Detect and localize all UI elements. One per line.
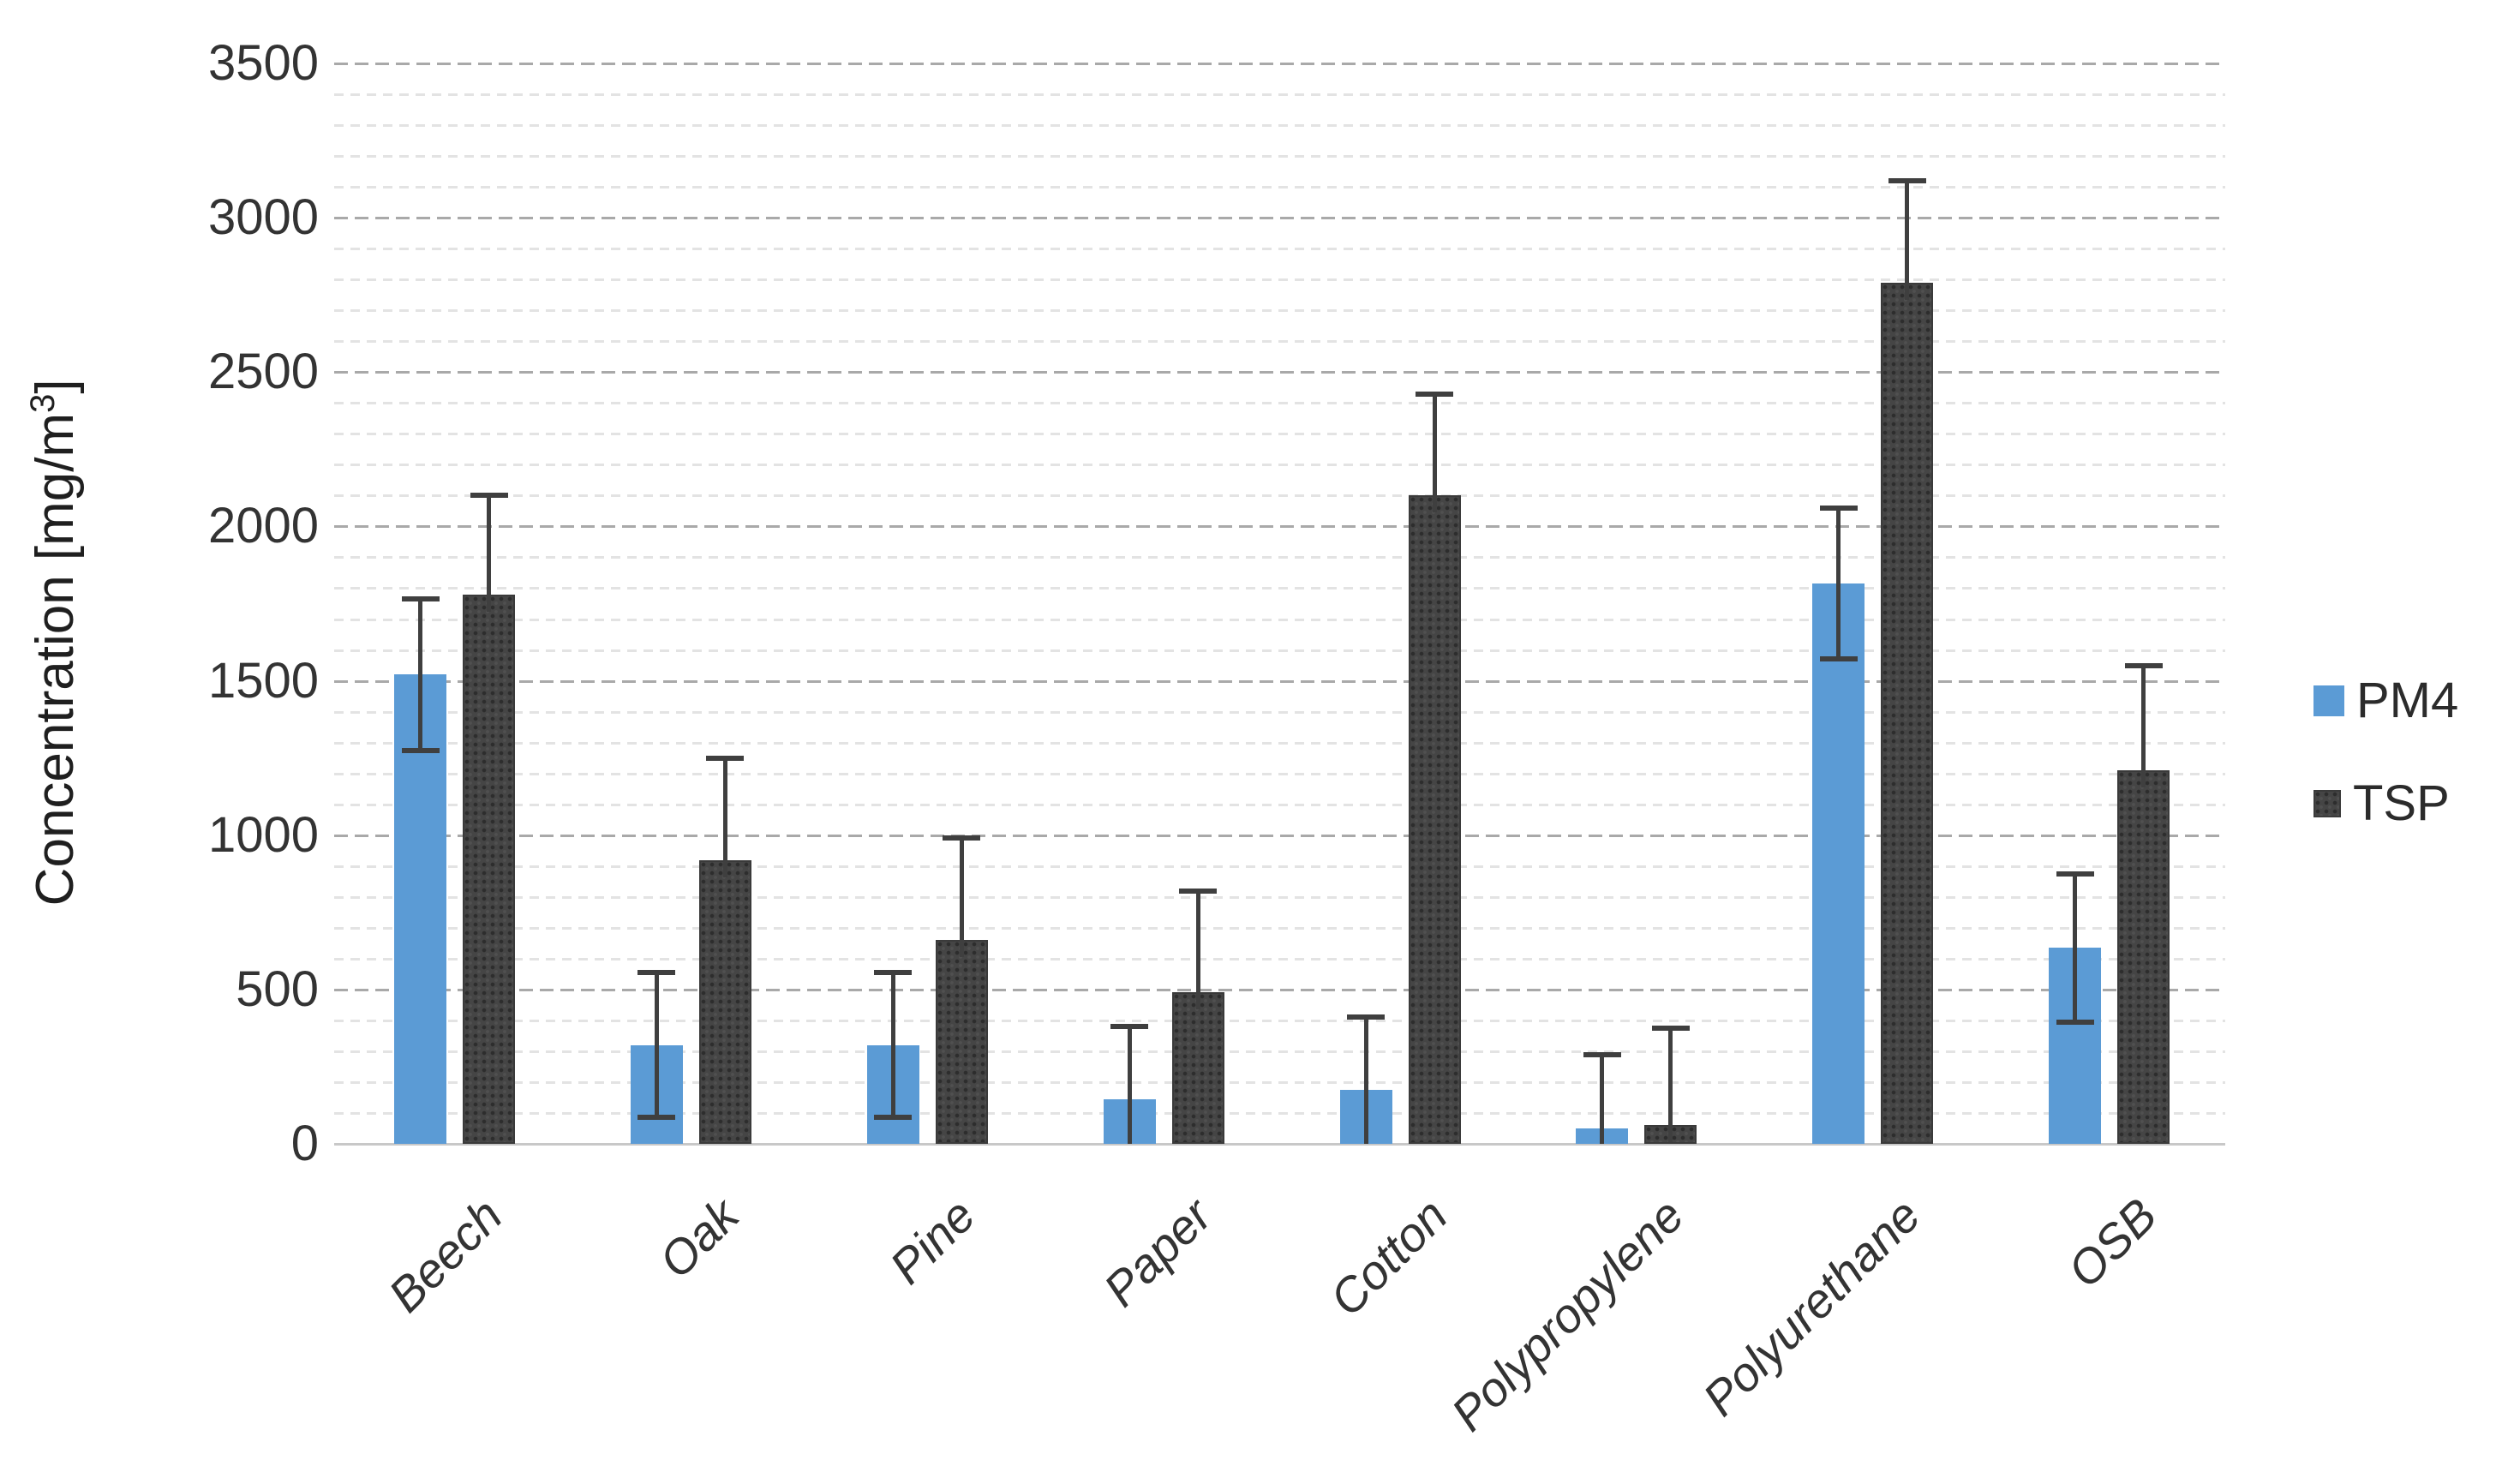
minor-gridline	[334, 895, 2225, 899]
bar-tsp-polyurethane	[1881, 282, 1934, 1144]
error-bar-cap-top	[1583, 1051, 1621, 1057]
error-bar-cap-bottom	[2056, 1019, 2094, 1025]
error-bar-line	[722, 757, 727, 877]
error-bar-cap-top	[401, 596, 440, 602]
minor-gridline	[334, 1111, 2225, 1115]
minor-gridline	[334, 494, 2225, 498]
minor-gridline	[334, 402, 2225, 405]
minor-gridline	[334, 1050, 2225, 1053]
legend-entry-tsp: TSP	[2313, 778, 2450, 829]
error-bar-cap-top	[1179, 888, 1218, 894]
error-bar-cap-top	[637, 970, 676, 976]
error-bar-cap-top	[1416, 391, 1453, 397]
major-gridline	[334, 63, 2225, 65]
legend-swatch-pm4	[2313, 685, 2344, 716]
minor-gridline	[334, 340, 2225, 344]
bar-tsp-osb	[2117, 770, 2170, 1144]
error-bar-line	[1363, 1017, 1368, 1144]
minor-gridline	[334, 1019, 2225, 1022]
major-gridline	[334, 371, 2225, 374]
minor-gridline	[334, 464, 2225, 467]
error-bar-line	[1905, 180, 1910, 300]
legend-swatch-tsp	[2313, 790, 2341, 817]
error-bar-line	[487, 495, 491, 612]
minor-gridline	[334, 1080, 2225, 1084]
error-bar-cap-top	[874, 970, 913, 976]
error-bar-cap-top	[1347, 1014, 1385, 1020]
minor-gridline	[334, 741, 2225, 745]
error-bar-cap-bottom	[874, 1115, 913, 1121]
bar-pm4-polyurethane	[1812, 583, 1865, 1144]
minor-gridline	[334, 124, 2225, 128]
error-bar-cap-top	[470, 493, 508, 499]
y-tick-label: 500	[236, 960, 319, 1017]
error-bar-cap-top	[2056, 871, 2094, 877]
legend-label-pm4: PM4	[2356, 673, 2459, 728]
error-bar-line	[1600, 1054, 1605, 1144]
y-tick-label: 1000	[207, 806, 319, 863]
error-bar-cap-bottom	[401, 747, 440, 753]
bar-pm4-beech	[394, 674, 446, 1144]
minor-gridline	[334, 186, 2225, 189]
major-gridline	[334, 525, 2225, 529]
minor-gridline	[334, 865, 2225, 868]
minor-gridline	[334, 309, 2225, 313]
error-bar-line	[2073, 873, 2078, 1022]
error-bar-cap-top	[1888, 177, 1926, 183]
y-tick-label: 2500	[207, 344, 319, 400]
bar-tsp-cotton	[1408, 495, 1461, 1144]
error-bar-line	[654, 972, 659, 1118]
y-axis-title: Concentration [mg/m3]	[24, 379, 85, 907]
error-bar-cap-top	[706, 755, 745, 761]
major-gridline	[334, 217, 2225, 220]
y-tick-label: 1500	[207, 652, 319, 709]
major-gridline	[334, 834, 2225, 837]
error-bar-line	[418, 599, 422, 751]
minor-gridline	[334, 926, 2225, 930]
minor-gridline	[334, 93, 2225, 97]
error-bar-line	[1668, 1027, 1673, 1143]
error-bar-line	[890, 972, 895, 1118]
bar-tsp-beech	[463, 594, 515, 1144]
legend-entry-pm4: PM4	[2313, 675, 2458, 727]
y-tick-label: 0	[290, 1116, 319, 1171]
error-bar-cap-top	[943, 835, 981, 841]
minor-gridline	[334, 587, 2225, 590]
y-tick-label: 2000	[207, 498, 319, 554]
error-bar-cap-top	[1110, 1024, 1149, 1030]
error-bar-cap-bottom	[1819, 656, 1858, 662]
error-bar-line	[1127, 1026, 1132, 1144]
error-bar-cap-bottom	[637, 1115, 676, 1121]
minor-gridline	[334, 957, 2225, 960]
minor-gridline	[334, 710, 2225, 714]
error-bar-line	[1836, 507, 1841, 660]
minor-gridline	[334, 248, 2225, 251]
y-tick-label: 3500	[207, 35, 319, 91]
error-bar-line	[1195, 890, 1200, 1010]
x-axis-line	[334, 1143, 2225, 1146]
error-bar-cap-top	[2124, 662, 2163, 668]
legend-label-tsp: TSP	[2353, 775, 2450, 831]
minor-gridline	[334, 649, 2225, 652]
minor-gridline	[334, 618, 2225, 621]
minor-gridline	[334, 772, 2225, 775]
error-bar-cap-top	[1819, 505, 1858, 511]
error-bar-line	[1432, 393, 1437, 513]
minor-gridline	[334, 155, 2225, 159]
major-gridline	[334, 988, 2225, 991]
major-gridline	[334, 679, 2225, 683]
error-bar-cap-top	[1651, 1025, 1690, 1031]
minor-gridline	[334, 278, 2225, 282]
minor-gridline	[334, 803, 2225, 806]
minor-gridline	[334, 433, 2225, 436]
error-bar-line	[959, 838, 964, 958]
bar-tsp-paper	[1171, 992, 1224, 1144]
minor-gridline	[334, 556, 2225, 559]
bar-tsp-pine	[935, 940, 988, 1144]
error-bar-line	[2141, 665, 2146, 788]
y-tick-label: 3000	[207, 189, 319, 246]
bar-tsp-oak	[698, 859, 751, 1144]
